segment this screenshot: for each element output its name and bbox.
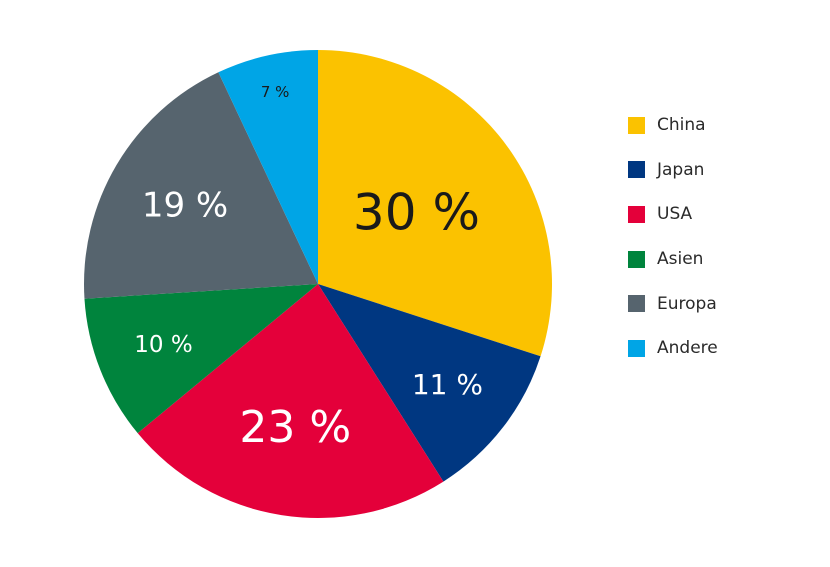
- legend-item-asien: Asien: [628, 237, 718, 282]
- pie-slice-japan: [318, 284, 541, 482]
- slice-label-europa: 19 %: [142, 185, 228, 225]
- legend-item-andere: Andere: [628, 326, 718, 371]
- legend-swatch-andere: [628, 339, 645, 357]
- legend-label-asien: Asien: [657, 249, 704, 270]
- pie-slice-andere: [218, 50, 318, 284]
- slice-label-china: 30 %: [353, 183, 480, 241]
- slice-label-asien: 10 %: [134, 332, 192, 358]
- slice-label-andere: 7 %: [261, 83, 290, 101]
- pie-slice-usa: [137, 284, 444, 518]
- legend-label-andere: Andere: [657, 338, 718, 359]
- slice-label-usa: 23 %: [239, 402, 351, 453]
- legend-label-china: China: [657, 115, 706, 136]
- legend-item-europa: Europa: [628, 281, 718, 326]
- legend-swatch-china: [628, 116, 645, 134]
- legend-swatch-japan: [628, 161, 645, 179]
- legend-item-china: China: [628, 103, 718, 148]
- slice-label-japan: 11 %: [412, 368, 483, 401]
- legend-label-usa: USA: [657, 204, 693, 225]
- chart-legend: China Japan USA Asien Europa Andere: [628, 103, 718, 371]
- pie-slice-asien: [84, 284, 318, 434]
- pie-slice-europa: [84, 72, 318, 299]
- legend-label-europa: Europa: [657, 293, 717, 314]
- legend-item-japan: Japan: [628, 148, 718, 193]
- pie-slice-china: [318, 50, 552, 357]
- legend-label-japan: Japan: [657, 159, 705, 180]
- legend-item-usa: USA: [628, 192, 718, 237]
- legend-swatch-usa: [628, 205, 645, 223]
- legend-swatch-europa: [628, 295, 645, 313]
- legend-swatch-asien: [628, 250, 645, 268]
